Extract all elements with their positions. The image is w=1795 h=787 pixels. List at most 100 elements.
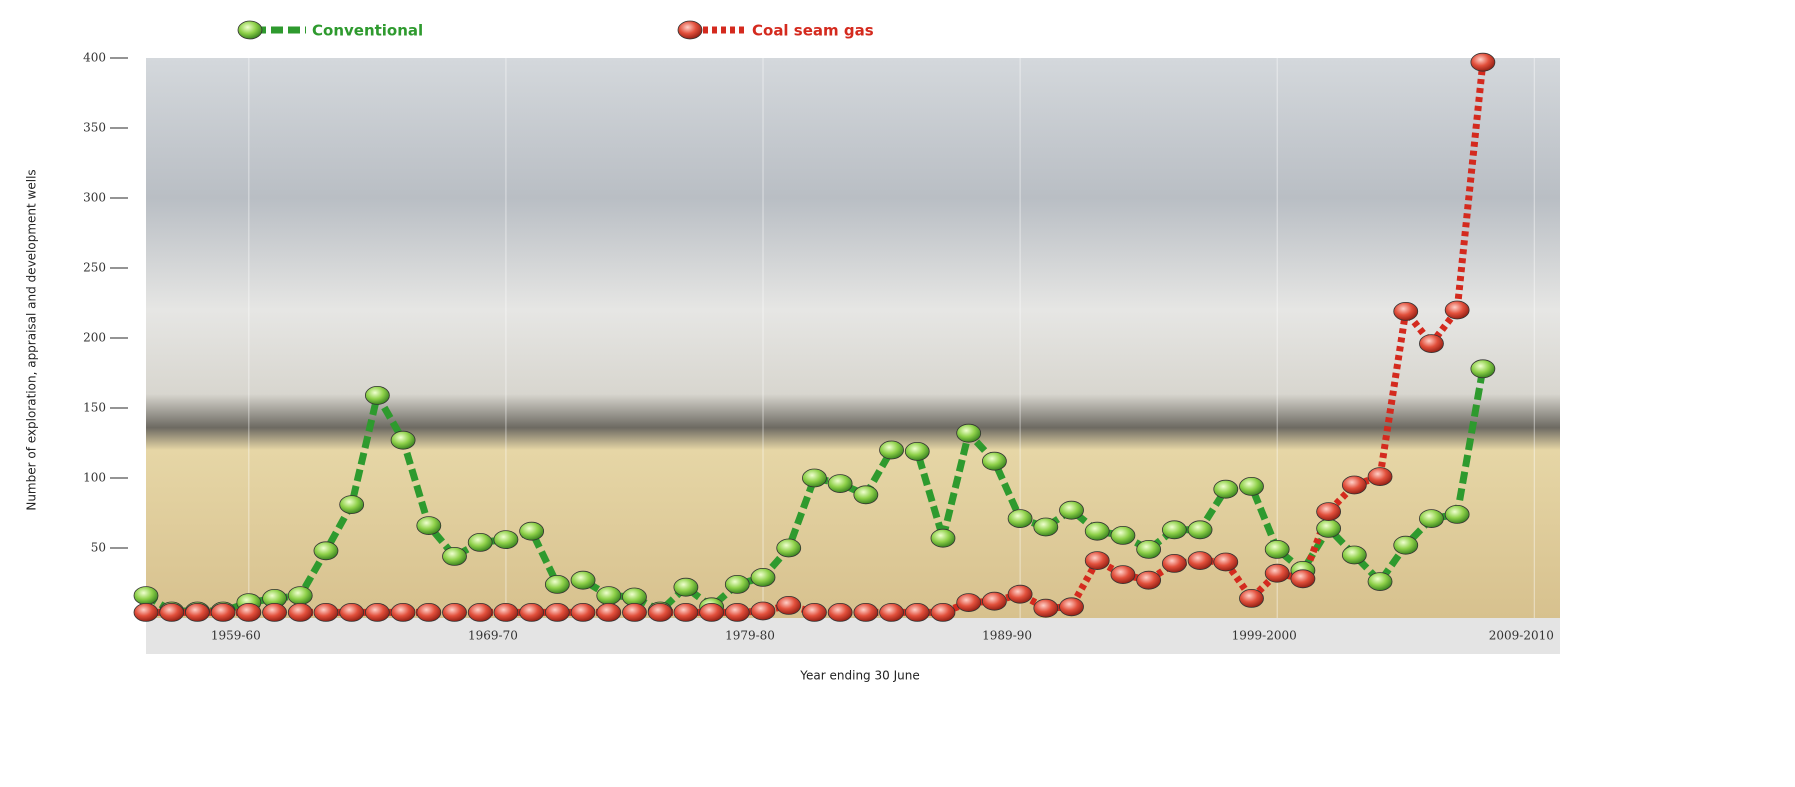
data-point: [1034, 518, 1058, 536]
data-point: [1342, 476, 1366, 494]
data-point: [545, 575, 569, 593]
data-point: [1368, 468, 1392, 486]
x-tick-label: 1989-90: [982, 629, 1032, 643]
data-point: [957, 594, 981, 612]
data-point: [211, 603, 235, 621]
data-point: [1008, 585, 1032, 603]
data-point: [391, 431, 415, 449]
data-point: [597, 603, 621, 621]
data-point: [365, 603, 389, 621]
data-point: [365, 386, 389, 404]
data-point: [494, 603, 518, 621]
data-point: [1111, 566, 1135, 584]
data-point: [520, 522, 544, 540]
data-point: [1111, 526, 1135, 544]
y-tick-label: 350: [83, 121, 106, 135]
data-point: [1162, 554, 1186, 572]
data-point: [1445, 505, 1469, 523]
data-point: [880, 441, 904, 459]
data-point: [391, 603, 415, 621]
data-point: [854, 486, 878, 504]
data-point: [1162, 521, 1186, 539]
data-point: [597, 587, 621, 605]
data-point: [725, 575, 749, 593]
data-point: [1060, 501, 1084, 519]
data-point: [520, 603, 544, 621]
data-point: [622, 603, 646, 621]
data-point: [134, 603, 158, 621]
data-point: [700, 603, 724, 621]
x-axis-band: [146, 618, 1560, 654]
y-tick-label: 250: [83, 261, 106, 275]
data-point: [751, 602, 775, 620]
data-point: [1419, 335, 1443, 353]
data-point: [288, 587, 312, 605]
data-point: [1394, 536, 1418, 554]
x-axis-label: Year ending 30 June: [799, 669, 919, 683]
data-point: [1137, 540, 1161, 558]
legend-label: Conventional: [312, 22, 423, 40]
data-point: [1214, 480, 1238, 498]
data-point: [314, 603, 338, 621]
data-point: [134, 587, 158, 605]
y-tick-label: 50: [91, 541, 106, 555]
legend-swatch-marker: [238, 21, 262, 39]
data-point: [468, 533, 492, 551]
data-point: [1085, 552, 1109, 570]
data-point: [417, 603, 441, 621]
y-tick-label: 400: [83, 51, 106, 65]
data-point: [1471, 53, 1495, 71]
y-tick-label: 200: [83, 331, 106, 345]
data-point: [417, 517, 441, 535]
y-tick-label: 150: [83, 401, 106, 415]
data-point: [828, 603, 852, 621]
data-point: [545, 603, 569, 621]
data-point: [828, 475, 852, 493]
y-tick-label: 100: [83, 471, 106, 485]
data-point: [674, 603, 698, 621]
data-point: [340, 603, 364, 621]
data-point: [1188, 521, 1212, 539]
data-point: [1342, 546, 1366, 564]
data-point: [468, 603, 492, 621]
data-point: [237, 603, 261, 621]
data-point: [340, 496, 364, 514]
data-point: [160, 603, 184, 621]
data-point: [777, 596, 801, 614]
x-tick-label: 1999-2000: [1232, 629, 1297, 643]
data-point: [674, 578, 698, 596]
x-tick-label: 1959-60: [211, 629, 261, 643]
data-point: [725, 603, 749, 621]
data-point: [443, 603, 467, 621]
data-point: [1188, 552, 1212, 570]
data-point: [1137, 571, 1161, 589]
data-point: [1034, 599, 1058, 617]
data-point: [854, 603, 878, 621]
data-point: [802, 603, 826, 621]
data-point: [571, 603, 595, 621]
data-point: [1239, 477, 1263, 495]
x-tick-label: 1979-80: [725, 629, 775, 643]
y-tick-label: 300: [83, 191, 106, 205]
plot-background: [146, 58, 1560, 618]
data-point: [1317, 519, 1341, 537]
data-point: [1445, 301, 1469, 319]
data-point: [648, 603, 672, 621]
x-tick-label: 1969-70: [468, 629, 518, 643]
data-point: [931, 529, 955, 547]
data-point: [1291, 570, 1315, 588]
y-axis-label: Number of exploration, appraisal and dev…: [25, 169, 39, 510]
data-point: [1419, 510, 1443, 528]
data-point: [314, 542, 338, 560]
data-point: [802, 469, 826, 487]
data-point: [751, 568, 775, 586]
data-point: [1085, 522, 1109, 540]
data-point: [1239, 589, 1263, 607]
data-point: [1394, 302, 1418, 320]
data-point: [1060, 598, 1084, 616]
data-point: [443, 547, 467, 565]
data-point: [777, 539, 801, 557]
legend-swatch-marker: [678, 21, 702, 39]
data-point: [982, 592, 1006, 610]
data-point: [1368, 573, 1392, 591]
